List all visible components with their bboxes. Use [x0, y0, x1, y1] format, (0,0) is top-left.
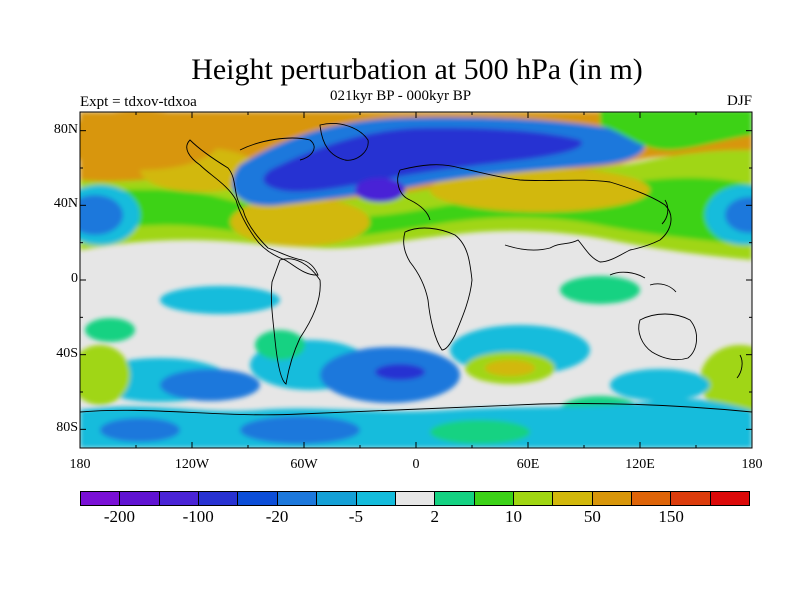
period-label: 021kyr BP - 000kyr BP [330, 88, 472, 104]
axis-ticks [79, 112, 753, 448]
lon-label: 0 [412, 457, 420, 472]
colorbar-box [632, 492, 672, 505]
lat-label: 40N [53, 196, 78, 212]
lon-label: 60W [290, 457, 318, 472]
colorbar-box [159, 492, 200, 505]
lat-label: 80N [53, 121, 78, 137]
colorbar-box [513, 492, 554, 505]
colorbar-box [199, 492, 239, 505]
colorbar-box [81, 492, 121, 505]
coastlines [80, 123, 752, 416]
lon-label: 120W [174, 457, 210, 472]
colorbar-box [592, 492, 633, 505]
colorbar-box [671, 492, 711, 505]
colorbar-box [120, 492, 160, 505]
colorbar-box [474, 492, 514, 505]
colorbar-label: 150 [658, 507, 684, 526]
colorbar-box [277, 492, 318, 505]
colorbar-label: -200 [103, 507, 135, 526]
lon-label: 180 [69, 457, 91, 472]
colorbar-label: 50 [583, 507, 601, 526]
experiment-label: Expt = tdxov-tdxoa [80, 94, 197, 110]
colorbar-box [317, 492, 357, 505]
colorbar-label: -5 [348, 507, 363, 526]
colorbar [80, 491, 750, 506]
colorbar-label: 10 [505, 507, 523, 526]
lon-label: 120E [625, 457, 655, 472]
plot-title: Height perturbation at 500 hPa (in m) [191, 53, 643, 86]
colorbar-box [553, 492, 593, 505]
lon-label: 60E [516, 457, 540, 472]
season-label: DJF [726, 93, 752, 109]
colorbar-box [395, 492, 436, 505]
height-field [80, 112, 752, 448]
lon-label: 180 [741, 457, 763, 472]
lat-label: 80S [56, 420, 78, 436]
lat-label: 0 [71, 271, 78, 286]
colorbar-box [238, 492, 278, 505]
lat-label: 40S [56, 345, 78, 361]
colorbar-box [710, 492, 750, 505]
colorbar-label: -100 [182, 507, 214, 526]
colorbar-label: 2 [430, 507, 439, 526]
colorbar-box [356, 492, 396, 505]
colorbar-label: -20 [265, 507, 289, 526]
colorbar-box [435, 492, 475, 505]
